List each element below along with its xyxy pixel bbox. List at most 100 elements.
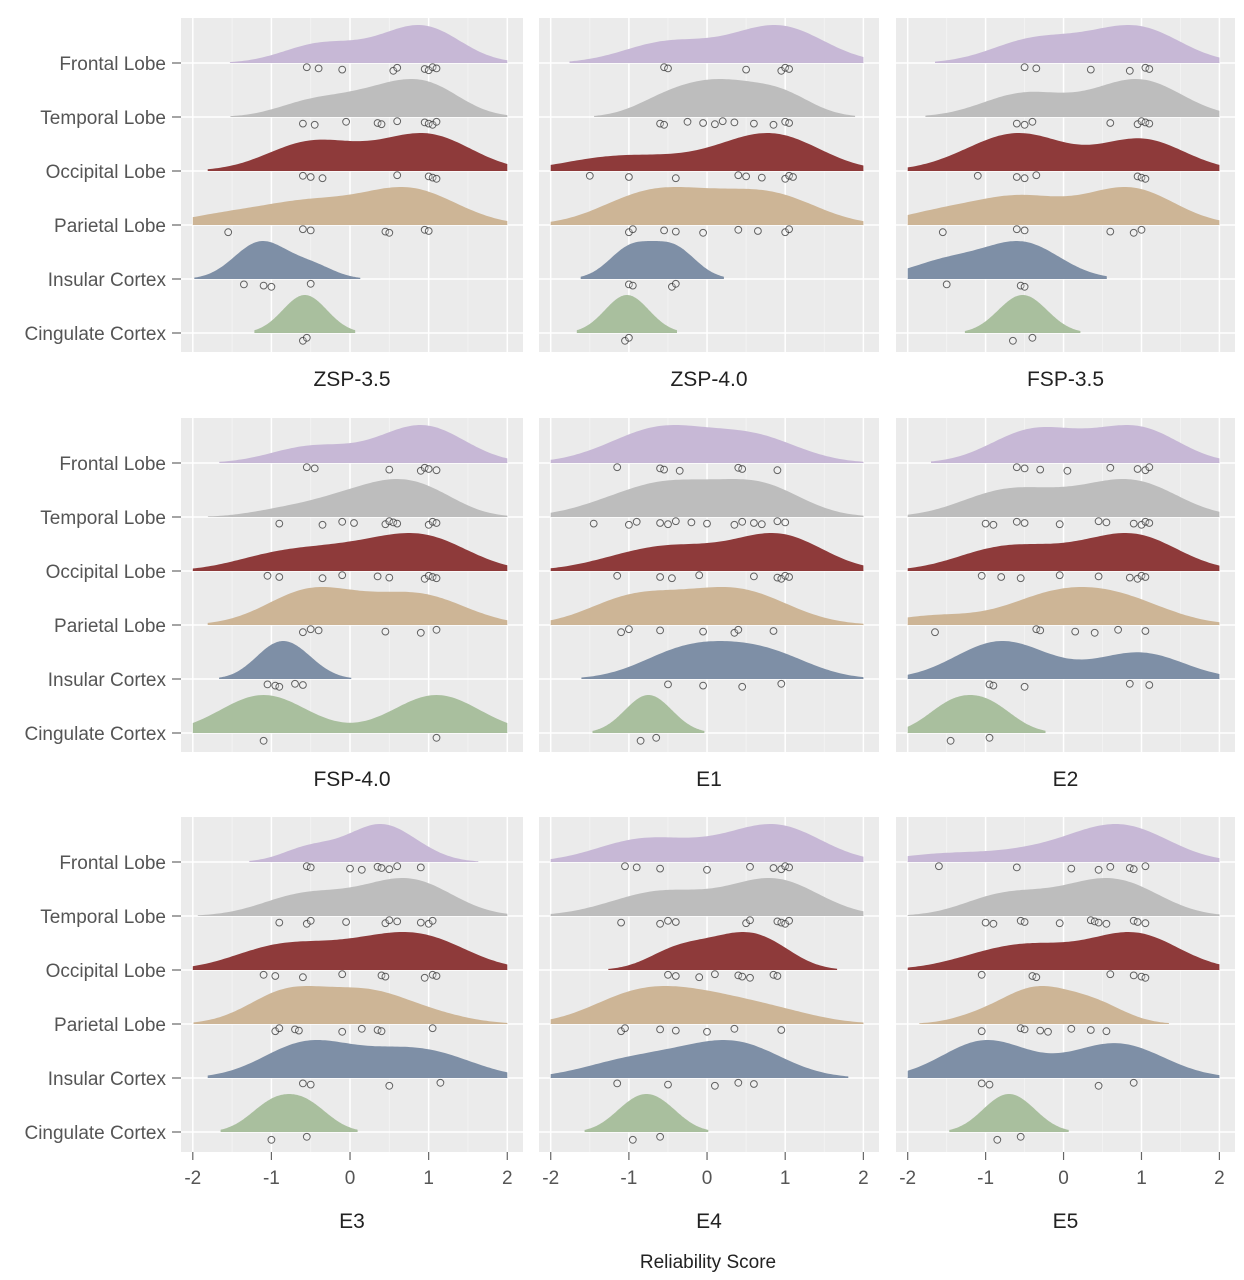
facet-title: ZSP-3.5 — [313, 368, 390, 391]
data-point — [652, 733, 661, 742]
data-point — [299, 628, 307, 637]
density-ridge-parietal-lobe — [550, 986, 864, 1024]
panel-background — [539, 418, 879, 752]
category-label-temporal-lobe: Temporal Lobe — [40, 508, 166, 529]
density-ridge-parietal-lobe — [907, 187, 1220, 225]
data-point — [302, 333, 311, 342]
data-point — [589, 519, 598, 528]
data-point — [985, 733, 994, 742]
data-point — [1067, 1024, 1076, 1033]
data-point — [730, 520, 739, 529]
category-label-temporal-lobe: Temporal Lobe — [40, 108, 166, 129]
data-point — [1020, 1025, 1029, 1034]
density-ridge-frontal-lobe — [219, 425, 508, 463]
category-label-parietal-lobe: Parietal Lobe — [54, 616, 166, 637]
data-point — [299, 681, 307, 689]
data-point — [671, 972, 680, 980]
data-point — [617, 628, 625, 637]
data-point — [416, 918, 425, 927]
data-point — [267, 282, 276, 291]
category-label-frontal-lobe: Frontal Lobe — [59, 853, 166, 874]
data-point — [1106, 970, 1115, 979]
panel-background — [539, 18, 879, 352]
category-label-frontal-lobe: Frontal Lobe — [59, 54, 166, 75]
data-point — [632, 863, 641, 872]
facet-title: E4 — [696, 1210, 722, 1233]
data-point — [1020, 174, 1029, 183]
category-label-cingulate-cortex: Cingulate Cortex — [24, 324, 166, 345]
data-point — [1106, 463, 1115, 472]
panel-background — [896, 18, 1235, 352]
data-point — [393, 117, 402, 126]
x-tick-label: 1 — [780, 1168, 791, 1189]
data-point — [275, 918, 284, 927]
data-point — [1063, 466, 1072, 475]
data-point — [683, 117, 692, 126]
data-point — [785, 863, 793, 872]
x-tick-label: 1 — [1136, 1168, 1147, 1189]
data-point — [1094, 517, 1103, 526]
data-point — [393, 171, 402, 180]
data-point — [1071, 627, 1080, 636]
data-point — [1094, 1081, 1103, 1090]
data-point — [1125, 679, 1134, 688]
data-point — [981, 918, 990, 927]
data-point — [1055, 520, 1064, 529]
data-point — [306, 916, 315, 925]
density-ridge-temporal-lobe — [230, 79, 508, 117]
data-point — [625, 333, 633, 342]
data-point — [785, 916, 793, 925]
x-tick-label: -2 — [184, 1168, 201, 1189]
category-label-frontal-lobe: Frontal Lobe — [59, 454, 166, 475]
data-point — [1102, 919, 1111, 928]
data-point — [1133, 465, 1142, 473]
data-point — [699, 681, 707, 690]
data-point — [381, 627, 390, 636]
data-point — [318, 520, 327, 529]
data-point — [746, 862, 754, 871]
data-point — [1129, 1078, 1138, 1087]
data-point — [1020, 120, 1029, 129]
density-ridge-frontal-lobe — [569, 25, 864, 63]
data-point — [416, 863, 425, 872]
facet-title: E1 — [696, 768, 722, 791]
data-point — [989, 919, 998, 928]
data-point — [617, 918, 625, 927]
density-ridge-cingulate-cortex — [592, 695, 705, 733]
density-ridge-insular-cortex — [580, 241, 724, 279]
data-point — [977, 571, 986, 580]
data-point — [432, 625, 441, 634]
data-point — [1020, 226, 1029, 235]
data-point — [993, 1135, 1002, 1144]
data-point — [224, 228, 233, 237]
data-point — [931, 628, 939, 637]
data-point — [393, 862, 402, 871]
data-point — [773, 466, 782, 475]
data-point — [432, 174, 441, 183]
data-point — [306, 173, 315, 181]
data-point — [432, 519, 441, 527]
data-point — [259, 736, 268, 745]
data-point — [420, 973, 429, 982]
category-label-temporal-lobe: Temporal Lobe — [40, 907, 166, 928]
density-ridge-insular-cortex — [194, 241, 361, 279]
x-axis-title: Reliability Score — [640, 1252, 776, 1273]
data-point — [1020, 282, 1029, 291]
facet-panel-e2 — [896, 418, 1235, 752]
data-point — [1129, 519, 1138, 528]
data-point — [318, 574, 327, 583]
data-point — [785, 119, 793, 127]
density-ridge-parietal-lobe — [207, 587, 508, 625]
data-point — [981, 519, 990, 528]
data-point — [302, 1132, 311, 1141]
data-point — [628, 281, 637, 290]
x-tick-label: -2 — [542, 1168, 559, 1189]
data-point — [357, 865, 366, 874]
data-point — [664, 970, 672, 979]
data-point — [671, 174, 680, 183]
x-tick-label: -1 — [977, 1168, 994, 1189]
density-ridge-frontal-lobe — [249, 824, 479, 862]
data-point — [730, 1024, 739, 1033]
facet-title: FSP-4.0 — [313, 768, 390, 791]
